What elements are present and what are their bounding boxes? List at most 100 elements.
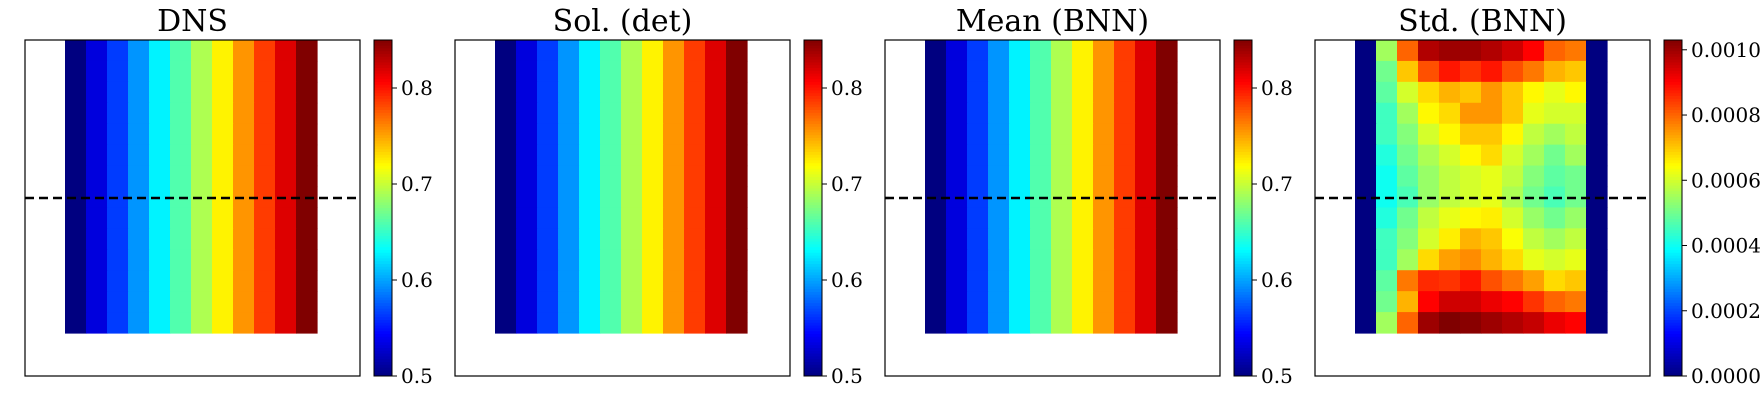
- colorbar-segment: [804, 73, 822, 77]
- heatmap-cell: [1156, 228, 1178, 250]
- colorbar-segment: [1664, 205, 1682, 209]
- heatmap-cell: [1156, 165, 1178, 188]
- colorbar-segment: [804, 266, 822, 271]
- heatmap-cell: [558, 81, 580, 104]
- colorbar-segment: [374, 194, 392, 198]
- heatmap-cell: [684, 144, 706, 167]
- heatmap-cell: [1072, 102, 1094, 125]
- heatmap-cell: [1376, 40, 1398, 62]
- colorbar-segment: [804, 79, 822, 83]
- heatmap-cell: [579, 123, 601, 146]
- heatmap-cell: [1460, 312, 1482, 334]
- heatmap-cell: [1439, 60, 1461, 83]
- heatmap-cell: [1460, 40, 1482, 62]
- heatmap-cell: [1156, 207, 1178, 229]
- heatmap-cell: [988, 102, 1010, 125]
- heatmap-cell: [705, 270, 727, 292]
- colorbar-segment: [804, 252, 822, 257]
- colorbar-segment: [1664, 322, 1682, 327]
- heatmap-cell: [1030, 123, 1052, 146]
- colorbar-segment: [1664, 93, 1682, 97]
- colorbar-segment: [374, 261, 392, 265]
- heatmap-cell: [212, 312, 234, 334]
- heatmap-cell: [1418, 312, 1440, 334]
- heatmap-cell: [1565, 123, 1587, 146]
- colorbar-segment: [1664, 294, 1682, 299]
- heatmap-cell: [663, 186, 685, 209]
- heatmap-cell: [275, 312, 297, 334]
- colorbar-segment: [374, 280, 392, 285]
- heatmap-cell: [149, 291, 171, 313]
- heatmap-cell: [107, 40, 129, 62]
- colorbar-segment: [1664, 166, 1682, 170]
- heatmap-cell: [726, 207, 748, 229]
- heatmap-cell: [1051, 102, 1073, 125]
- colorbar-segment: [1234, 364, 1252, 369]
- colorbar-segment: [1234, 286, 1252, 290]
- heatmap-cell: [1030, 40, 1052, 62]
- colorbar-segment: [1234, 73, 1252, 77]
- colorbar-segment: [1664, 306, 1682, 310]
- colorbar-segment: [804, 112, 822, 117]
- colorbar-segment: [374, 87, 392, 91]
- colorbar-segment: [804, 56, 822, 61]
- colorbar-segment: [804, 367, 822, 371]
- heatmap-cell: [275, 249, 297, 271]
- colorbar-segment: [804, 317, 822, 321]
- heatmap-cell: [925, 102, 947, 125]
- colorbar-segment: [1234, 110, 1252, 114]
- heatmap-cell: [558, 312, 580, 334]
- colorbar-segment: [804, 174, 822, 178]
- heatmap-cell: [1051, 81, 1073, 104]
- heatmap-cell: [1376, 207, 1398, 229]
- heatmap-cell: [107, 270, 129, 292]
- heatmap-cell: [946, 81, 968, 104]
- heatmap-cell: [684, 165, 706, 188]
- heatmap-cell: [296, 40, 318, 62]
- heatmap-cell: [1114, 291, 1136, 313]
- colorbar-segment: [1234, 216, 1252, 220]
- heatmap-cell: [254, 312, 276, 334]
- colorbar-segment: [1664, 154, 1682, 159]
- colorbar-segment: [804, 348, 822, 352]
- heatmap-cell: [233, 81, 255, 104]
- colorbar-segment: [1234, 222, 1252, 226]
- heatmap-cell: [1439, 207, 1461, 229]
- colorbar-segment: [1664, 345, 1682, 349]
- heatmap-cell: [663, 270, 685, 292]
- heatmap-cell: [516, 249, 538, 271]
- colorbar-segment: [804, 280, 822, 285]
- heatmap-cell: [191, 228, 213, 250]
- heatmap-cell: [705, 228, 727, 250]
- colorbar-segment: [1234, 325, 1252, 329]
- colorbar-segment: [1234, 146, 1252, 150]
- heatmap-cell: [642, 228, 664, 250]
- heatmap-cell: [1093, 228, 1115, 250]
- heatmap-cell: [128, 270, 150, 292]
- colorbar-segment: [1234, 238, 1252, 243]
- colorbar-segment: [804, 258, 822, 262]
- heatmap-cell: [65, 228, 87, 250]
- colorbar-segment: [1234, 294, 1252, 299]
- heatmap-cell: [642, 40, 664, 62]
- colorbar-segment: [1664, 356, 1682, 360]
- heatmap-cell: [495, 165, 517, 188]
- heatmap-cell: [170, 207, 192, 229]
- colorbar-segment: [1664, 283, 1682, 287]
- colorbar-segment: [804, 199, 822, 203]
- colorbar-segment: [1234, 118, 1252, 122]
- heatmap-cell: [1114, 102, 1136, 125]
- colorbar-segment: [1234, 180, 1252, 184]
- colorbar-segment: [374, 222, 392, 226]
- heatmap-cell: [663, 207, 685, 229]
- colorbar-segment: [1664, 261, 1682, 265]
- heatmap-cell: [1418, 102, 1440, 125]
- colorbar-segment: [804, 68, 822, 72]
- colorbar-segment: [1664, 112, 1682, 117]
- colorbar-segment: [374, 210, 392, 215]
- heatmap-cell: [537, 270, 559, 292]
- heatmap-cell: [726, 60, 748, 83]
- heatmap-cell: [275, 60, 297, 83]
- colorbar-segment: [804, 314, 822, 318]
- colorbar-segment: [1234, 233, 1252, 237]
